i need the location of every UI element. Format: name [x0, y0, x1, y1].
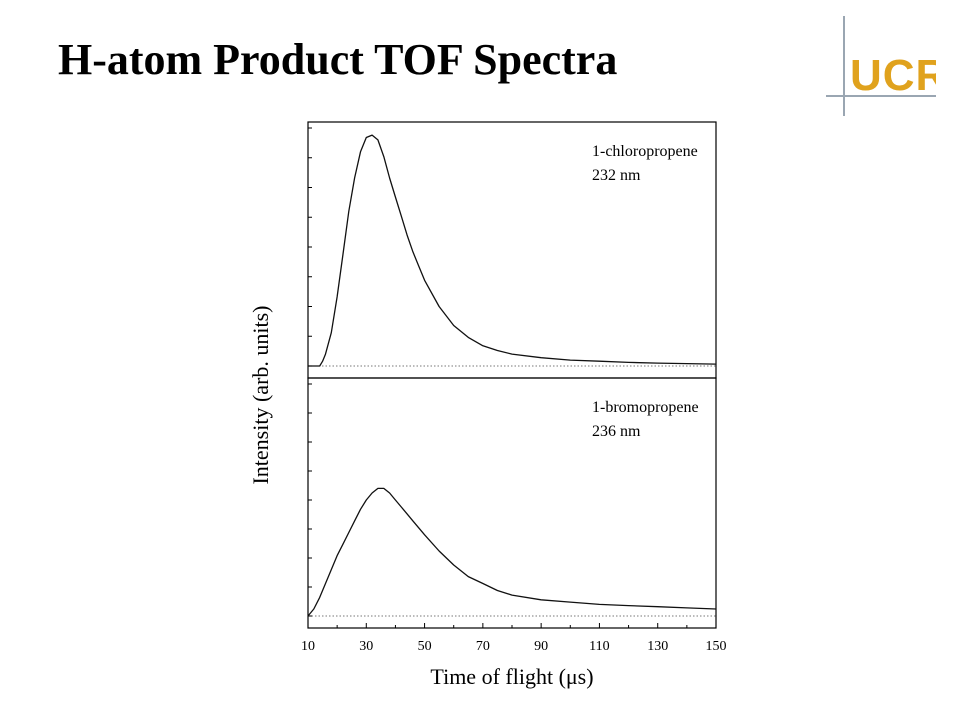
x-tick-label: 50: [418, 639, 432, 654]
slide-title: H-atom Product TOF Spectra: [58, 35, 618, 84]
x-tick-label: 30: [359, 639, 373, 654]
x-tick-label: 150: [706, 639, 727, 654]
panel-1-label-line-2: 232 nm: [592, 167, 641, 184]
logo-wordmark: UCR: [850, 51, 936, 100]
ucr-logo: UCR: [826, 16, 936, 116]
x-tick-label: 10: [301, 639, 315, 654]
panel-1-label-line-1: 1-chloropropene: [592, 143, 698, 160]
panel-1-series-line: [308, 134, 717, 367]
x-tick-label: 70: [476, 639, 490, 654]
x-axis-title: Time of flight (μs): [430, 664, 593, 689]
x-tick-label: 90: [534, 639, 548, 654]
panel-2-series-line: [307, 487, 717, 617]
y-axis-title: Intensity (arb. units): [248, 305, 273, 484]
panel-frame-1: [307, 121, 717, 379]
x-tick-label: 130: [647, 639, 668, 654]
panel-2-label-line-2: 236 nm: [592, 423, 641, 440]
panel-2-label-line-1: 1-bromopropene: [592, 399, 699, 416]
x-tick-label: 110: [589, 639, 609, 654]
